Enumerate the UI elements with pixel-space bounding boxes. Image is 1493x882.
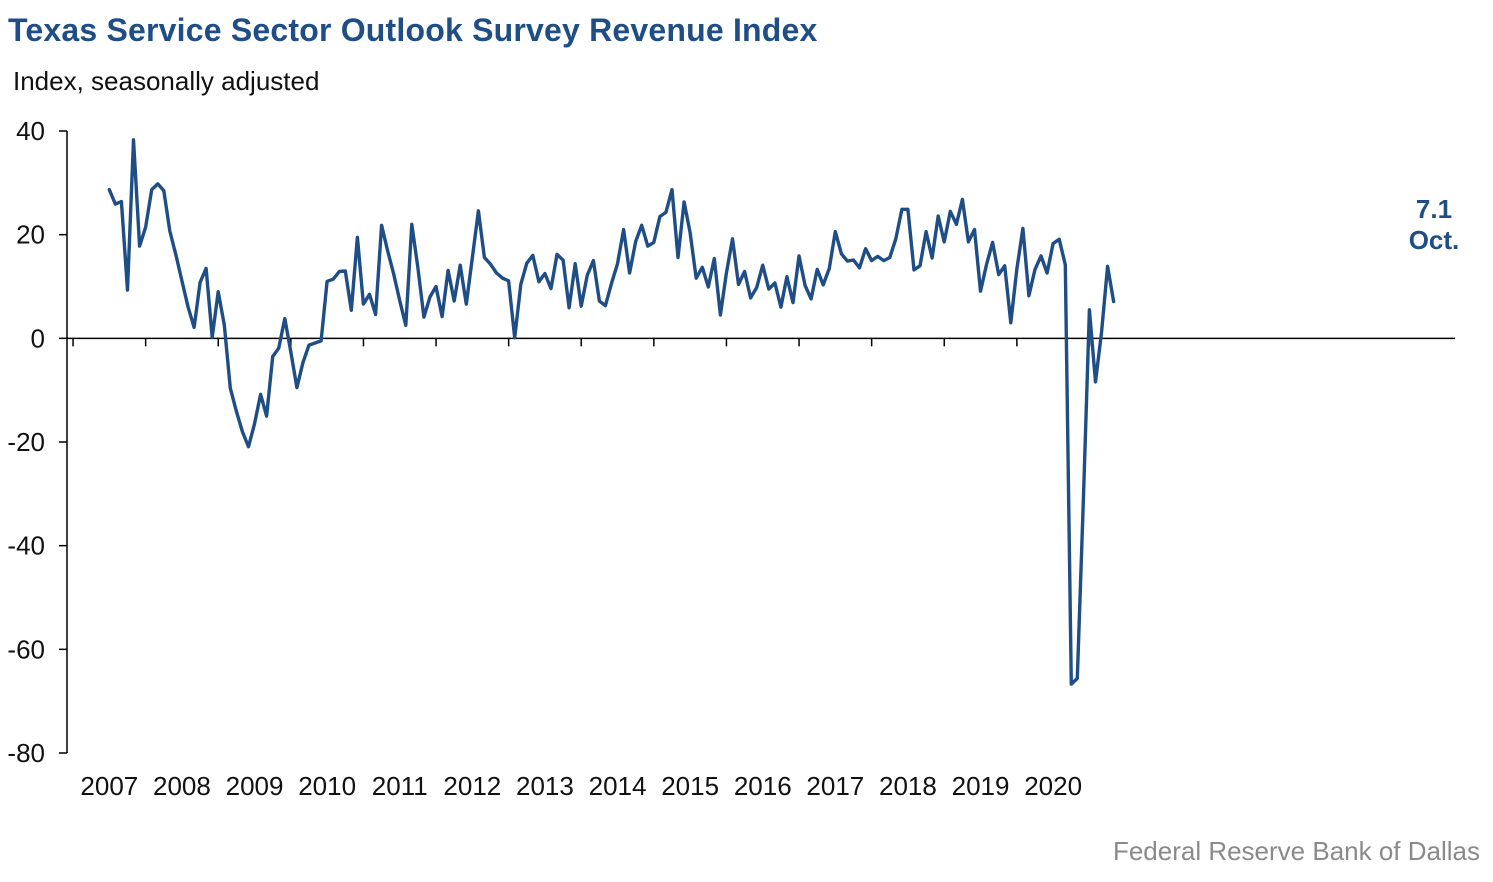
- x-tick-label: 2010: [298, 771, 356, 801]
- x-tick-label: 2020: [1024, 771, 1082, 801]
- annotation-layer: 7.1 Oct.: [1409, 194, 1460, 255]
- x-axis: 2007 2008 2009 2010 2011 2012 2013 2014 2015 2016…: [67, 337, 1455, 801]
- revenue-index-line: [107, 138, 1116, 686]
- x-tick-label: 2018: [879, 771, 937, 801]
- x-tick-label: 2008: [153, 771, 211, 801]
- latest-month-label: Oct.: [1409, 225, 1460, 255]
- y-tick-label: 20: [16, 220, 45, 250]
- x-tick-label: 2017: [806, 771, 864, 801]
- x-tick-label: 2012: [443, 771, 501, 801]
- y-tick-label: -80: [7, 738, 45, 768]
- y-tick-label: -40: [7, 531, 45, 561]
- x-tick-label: 2009: [226, 771, 284, 801]
- y-tick-label: -20: [7, 427, 45, 457]
- x-tick-label: 2007: [80, 771, 138, 801]
- y-tick-label: 40: [16, 116, 45, 146]
- y-axis: 40 20 0 -20 -40 -60 -80: [7, 116, 68, 768]
- series-layer: [107, 138, 1116, 686]
- x-tick-label: 2011: [372, 771, 428, 801]
- x-tick-label: 2015: [661, 771, 719, 801]
- y-tick-label: -60: [7, 634, 45, 664]
- x-tick-label: 2016: [734, 771, 792, 801]
- x-tick-label: 2019: [952, 771, 1010, 801]
- x-tick-label: 2014: [589, 771, 647, 801]
- source-credit: Federal Reserve Bank of Dallas: [1112, 836, 1480, 866]
- chart-title: Texas Service Sector Outlook Survey Reve…: [8, 12, 818, 48]
- y-axis-unit-label: Index, seasonally adjusted: [13, 66, 320, 96]
- latest-value-label: 7.1: [1416, 194, 1452, 224]
- y-tick-label: 0: [31, 323, 45, 353]
- x-tick-label: 2013: [516, 771, 574, 801]
